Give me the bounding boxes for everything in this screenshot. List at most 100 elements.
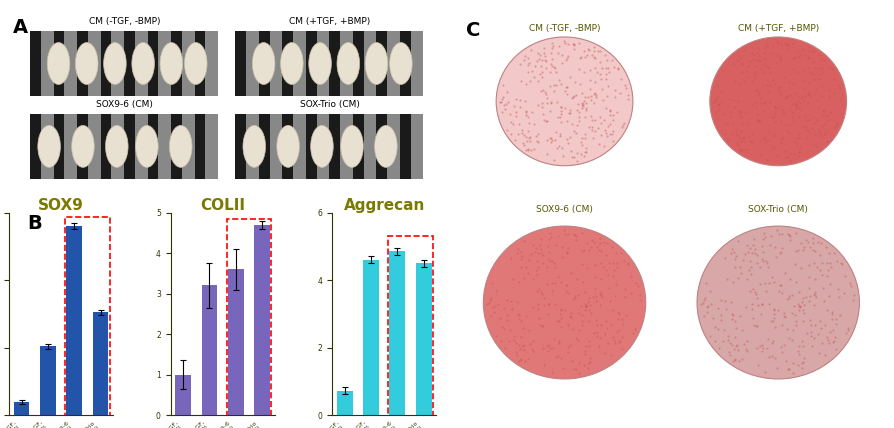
Point	[786, 108, 800, 115]
Bar	[195, 31, 206, 96]
Point	[737, 341, 751, 348]
Point	[764, 352, 779, 359]
Point	[778, 270, 792, 276]
Point	[752, 53, 766, 59]
Point	[562, 110, 577, 116]
Point	[740, 73, 755, 80]
Point	[694, 300, 708, 307]
Point	[789, 141, 803, 148]
Point	[751, 362, 765, 369]
Point	[726, 61, 740, 68]
Point	[593, 247, 607, 253]
Point	[811, 239, 825, 246]
Point	[757, 50, 772, 57]
Point	[500, 89, 514, 95]
Point	[603, 297, 618, 304]
Point	[711, 102, 725, 109]
Point	[730, 142, 745, 149]
Point	[792, 343, 806, 350]
Bar	[337, 391, 352, 415]
Point	[569, 232, 583, 239]
Point	[778, 313, 792, 320]
Point	[747, 88, 762, 95]
Point	[517, 132, 531, 139]
Point	[572, 65, 586, 72]
Point	[751, 117, 765, 124]
Point	[706, 99, 721, 106]
Point	[547, 264, 561, 271]
Point	[565, 154, 579, 160]
Point	[536, 295, 551, 302]
Point	[598, 75, 612, 82]
Point	[761, 336, 775, 342]
Point	[525, 346, 539, 353]
Point	[780, 154, 795, 160]
Point	[713, 89, 728, 95]
Bar	[306, 31, 316, 96]
Bar	[353, 31, 364, 96]
Point	[554, 244, 569, 250]
Bar	[235, 31, 424, 96]
Point	[748, 291, 763, 297]
Point	[788, 54, 802, 61]
Point	[746, 70, 761, 77]
Ellipse shape	[366, 42, 388, 84]
Point	[756, 83, 771, 89]
Point	[555, 59, 569, 66]
Point	[609, 280, 623, 287]
Point	[829, 346, 843, 353]
Point	[603, 121, 618, 128]
Point	[758, 56, 772, 62]
Point	[768, 110, 782, 117]
Point	[608, 86, 622, 93]
Point	[504, 118, 519, 125]
Point	[544, 61, 558, 68]
Text: CM (+TGF, +BMP): CM (+TGF, +BMP)	[738, 24, 819, 33]
Point	[534, 62, 548, 69]
Point	[600, 93, 614, 100]
Point	[832, 84, 847, 91]
Point	[605, 244, 620, 251]
Point	[825, 311, 839, 318]
Point	[816, 112, 831, 119]
Point	[532, 285, 546, 292]
Point	[523, 138, 537, 145]
Point	[762, 65, 776, 71]
Point	[774, 40, 789, 47]
Point	[843, 279, 857, 286]
Point	[537, 56, 552, 63]
Point	[549, 241, 563, 248]
Point	[599, 129, 613, 136]
Point	[812, 75, 826, 82]
Point	[820, 333, 834, 340]
Point	[797, 354, 811, 361]
Bar	[235, 114, 246, 178]
Point	[572, 360, 586, 367]
Point	[795, 365, 809, 372]
Point	[509, 349, 523, 356]
Point	[543, 257, 557, 264]
Point	[562, 133, 577, 140]
Point	[819, 244, 833, 251]
Point	[759, 40, 773, 47]
Point	[793, 107, 807, 113]
Bar	[201, 285, 217, 415]
Point	[791, 149, 805, 156]
Point	[809, 294, 823, 300]
Point	[583, 86, 597, 92]
Bar	[30, 114, 218, 178]
Point	[727, 97, 741, 104]
Point	[489, 333, 503, 339]
Point	[578, 300, 592, 307]
Point	[806, 334, 821, 341]
Point	[544, 44, 559, 51]
Bar	[148, 31, 158, 96]
Point	[541, 310, 555, 317]
Point	[791, 97, 805, 104]
Bar	[54, 114, 64, 178]
Point	[754, 100, 768, 107]
Point	[613, 250, 628, 257]
Point	[534, 288, 548, 295]
Point	[554, 119, 569, 126]
Point	[520, 270, 535, 277]
